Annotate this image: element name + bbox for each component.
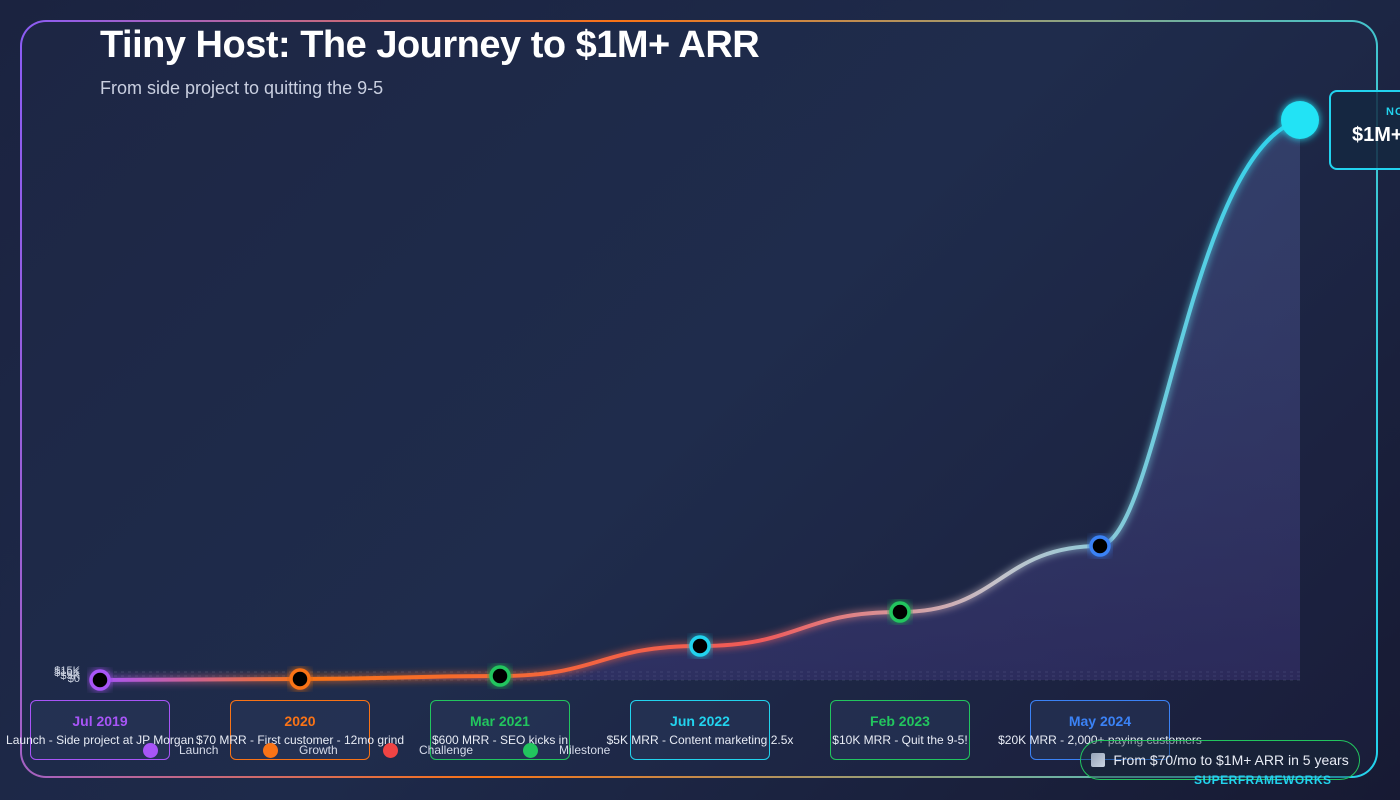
milestone-card[interactable]: Jun 2022 xyxy=(630,700,770,760)
milestone-card[interactable]: May 2024 xyxy=(1030,700,1170,760)
legend-label: Milestone xyxy=(559,743,611,757)
data-point-marker[interactable] xyxy=(289,668,311,690)
data-point-marker[interactable] xyxy=(489,665,511,687)
page-title: Tiiny Host: The Journey to $1M+ ARR xyxy=(100,24,760,66)
milestone-description: $5K MRR - Content marketing 2.5x xyxy=(606,733,794,747)
legend-swatch xyxy=(523,742,538,758)
y-tick-label: $10K xyxy=(54,667,80,679)
data-point-marker[interactable] xyxy=(89,669,111,691)
milestone-date: Mar 2021 xyxy=(470,713,530,729)
now-point-marker[interactable] xyxy=(1281,101,1319,139)
legend-item-challenge: Challenge xyxy=(383,742,473,758)
legend-swatch xyxy=(263,742,278,758)
journey-line xyxy=(99,118,1301,682)
chart-trend-icon xyxy=(1091,753,1106,767)
brand-logo-text: SUPERFRAMEWORKS xyxy=(1194,773,1332,787)
y-tick-label: $0 xyxy=(67,673,80,685)
area-fill xyxy=(100,120,1300,680)
milestone-date: Jul 2019 xyxy=(72,713,128,729)
data-point-marker[interactable] xyxy=(689,635,711,657)
legend-item-launch: Launch xyxy=(143,742,218,758)
data-point-marker[interactable] xyxy=(889,601,911,623)
legend-label: Launch xyxy=(179,743,219,757)
legend-label: Challenge xyxy=(419,743,474,757)
legend-item-milestone: Milestone xyxy=(523,742,610,758)
now-label: NO xyxy=(1386,106,1400,118)
milestone-card[interactable]: 2020 xyxy=(230,700,370,760)
milestone-description: $70 MRR - First customer - 12mo grind xyxy=(195,733,405,747)
page-subtitle: From side project to quitting the 9-5 xyxy=(100,78,384,98)
now-callout: NO $1M+ xyxy=(1329,90,1400,170)
milestone-card[interactable]: Mar 2021 xyxy=(430,700,570,760)
milestone-card[interactable]: Feb 2023 xyxy=(830,700,970,760)
summary-stat-pill: From $70/mo to $1M+ ARR in 5 years xyxy=(1080,740,1360,780)
milestone-date: 2020 xyxy=(284,713,316,729)
legend-item-growth: Growth xyxy=(263,742,338,758)
milestone-date: Feb 2023 xyxy=(870,713,930,729)
summary-stat-text: From $70/mo to $1M+ ARR in 5 years xyxy=(1113,752,1349,768)
y-tick-label: $15K xyxy=(54,665,80,677)
milestone-date: Jun 2022 xyxy=(670,713,730,729)
legend-label: Growth xyxy=(299,743,338,757)
legend-swatch xyxy=(383,742,398,758)
y-tick-label: $5K xyxy=(60,670,80,682)
legend-swatch xyxy=(143,742,158,758)
milestone-date: May 2024 xyxy=(1068,713,1132,729)
data-point-marker[interactable] xyxy=(1089,535,1111,557)
now-value: $1M+ xyxy=(1352,124,1400,146)
milestone-description: $10K MRR - Quit the 9-5! xyxy=(832,733,968,747)
